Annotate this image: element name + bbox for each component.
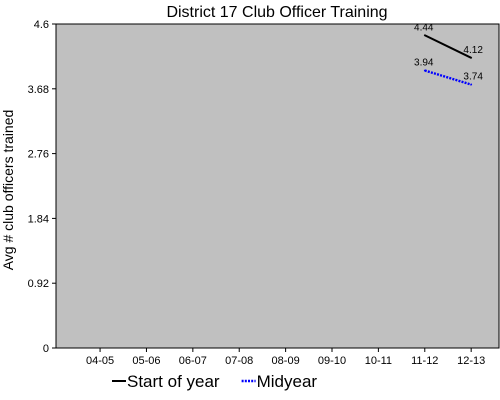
legend-label: Midyear	[257, 372, 318, 391]
legend-label: Start of year	[127, 372, 220, 391]
x-tick-label: 10-11	[365, 355, 392, 367]
data-point	[470, 83, 473, 86]
x-tick-label: 06-07	[179, 355, 207, 367]
y-tick-label: 4.6	[34, 19, 49, 31]
legend: Start of year Midyear	[112, 372, 317, 391]
chart-title: District 17 Club Officer Training	[166, 4, 387, 21]
data-label: 3.94	[414, 57, 434, 68]
x-tick-label: 07-08	[225, 355, 253, 367]
plot-area	[55, 23, 500, 349]
y-tick-label: 3.68	[28, 84, 49, 96]
data-point	[423, 34, 426, 37]
x-tick-label: 12-13	[457, 355, 485, 367]
x-tick-label: 05-06	[132, 355, 160, 367]
data-label: 4.12	[463, 45, 483, 56]
y-axis: 0 0.92 1.84 2.76 3.68 4.6	[28, 19, 56, 355]
y-tick-label: 1.84	[28, 213, 49, 225]
y-tick-label: 2.76	[28, 149, 49, 161]
data-point	[470, 56, 473, 59]
x-tick-label: 04-05	[86, 355, 114, 367]
y-axis-label: Avg # club officers trained	[0, 110, 16, 271]
y-tick-label: 0	[43, 343, 49, 355]
series-line-0	[424, 34, 472, 59]
series-line-1	[424, 69, 472, 86]
series-layer: 4.44 4.12 3.94 3.74	[414, 22, 483, 86]
x-tick-label: 09-10	[318, 355, 346, 367]
x-tick-label: 11-12	[411, 355, 438, 367]
data-label: 4.44	[414, 22, 434, 33]
data-point	[423, 69, 426, 72]
x-tick-label: 08-09	[272, 355, 300, 367]
data-label: 3.74	[463, 72, 483, 83]
y-tick-label: 0.92	[28, 278, 49, 290]
x-axis: 04-05 05-06 06-07 07-08 08-09 09-10 10-11 11-12…	[86, 348, 485, 367]
